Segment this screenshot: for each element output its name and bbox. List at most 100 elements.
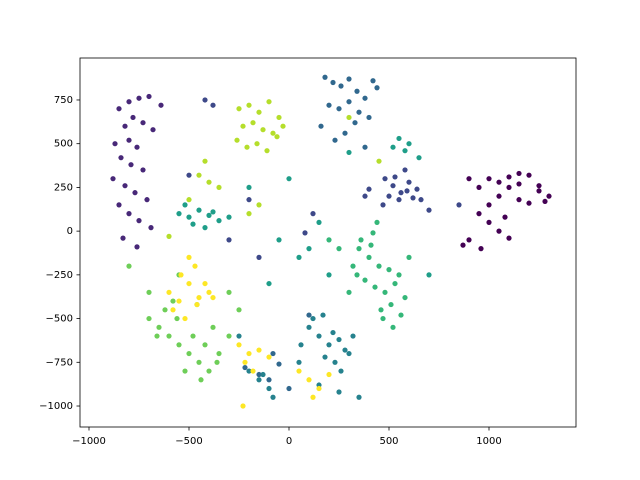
point — [310, 211, 316, 217]
point — [112, 141, 118, 147]
point — [336, 336, 342, 343]
point — [246, 211, 252, 217]
point — [256, 347, 262, 353]
point — [356, 246, 362, 252]
point — [186, 350, 192, 357]
point — [332, 137, 338, 143]
point — [526, 172, 532, 178]
point — [176, 211, 182, 217]
point — [332, 359, 338, 365]
point — [254, 141, 260, 147]
point — [182, 368, 188, 374]
point — [226, 237, 232, 243]
point — [354, 88, 360, 94]
point — [310, 315, 316, 322]
point — [338, 83, 344, 89]
point — [280, 123, 286, 129]
point — [206, 212, 212, 218]
point — [374, 85, 380, 91]
point — [250, 368, 256, 374]
point — [250, 120, 256, 126]
point — [226, 289, 232, 295]
point — [374, 219, 380, 225]
point — [206, 179, 212, 185]
point — [330, 329, 336, 336]
point — [122, 183, 128, 189]
point — [372, 284, 378, 290]
x-tick-label: −1000 — [72, 436, 106, 447]
point — [386, 267, 392, 273]
point — [166, 233, 172, 239]
point — [502, 214, 508, 220]
point — [206, 368, 212, 374]
point — [296, 254, 302, 260]
point — [166, 289, 172, 295]
point — [386, 193, 392, 199]
point — [256, 109, 262, 115]
point — [286, 176, 292, 182]
point — [388, 301, 394, 308]
point — [276, 114, 282, 121]
point — [190, 333, 196, 339]
y-tick-label: 250 — [54, 182, 73, 193]
point — [266, 280, 272, 287]
point — [362, 95, 368, 101]
point — [378, 307, 384, 313]
x-tick-label: −500 — [175, 436, 202, 447]
point — [318, 123, 324, 129]
point — [246, 350, 252, 357]
point — [362, 144, 368, 150]
point — [406, 179, 412, 185]
point — [158, 102, 164, 108]
point — [396, 135, 402, 142]
point — [246, 197, 252, 203]
point — [176, 342, 182, 348]
point — [354, 272, 360, 278]
point — [242, 359, 248, 365]
point — [128, 162, 134, 168]
point — [202, 280, 208, 287]
point — [210, 209, 216, 215]
point — [496, 228, 502, 234]
point — [182, 202, 188, 208]
point — [240, 123, 246, 129]
point — [144, 197, 150, 203]
point — [346, 350, 352, 357]
point — [236, 307, 242, 313]
point — [264, 148, 270, 154]
point — [146, 93, 152, 100]
point — [380, 315, 386, 322]
y-tick-label: 0 — [67, 226, 73, 237]
y-tick-label: −750 — [46, 357, 73, 368]
point — [202, 158, 208, 164]
point — [174, 315, 180, 322]
point — [202, 342, 208, 348]
point — [110, 176, 116, 182]
point — [296, 368, 302, 374]
point — [392, 174, 398, 180]
point — [178, 272, 184, 278]
point — [276, 361, 282, 367]
point — [486, 202, 492, 208]
point — [346, 99, 352, 105]
point — [216, 218, 222, 224]
point — [376, 158, 382, 164]
point — [370, 230, 376, 236]
point — [402, 167, 408, 173]
point — [122, 123, 128, 129]
point — [366, 186, 372, 192]
point — [126, 211, 132, 217]
point — [398, 312, 404, 318]
point — [390, 324, 396, 330]
point — [226, 333, 232, 339]
point — [150, 127, 156, 133]
point — [516, 197, 522, 203]
point — [316, 219, 322, 225]
point — [466, 237, 472, 243]
point — [486, 219, 492, 225]
point — [326, 237, 332, 243]
point — [210, 102, 216, 108]
y-tick-label: 500 — [54, 139, 73, 150]
point — [260, 127, 266, 133]
point — [342, 347, 348, 353]
